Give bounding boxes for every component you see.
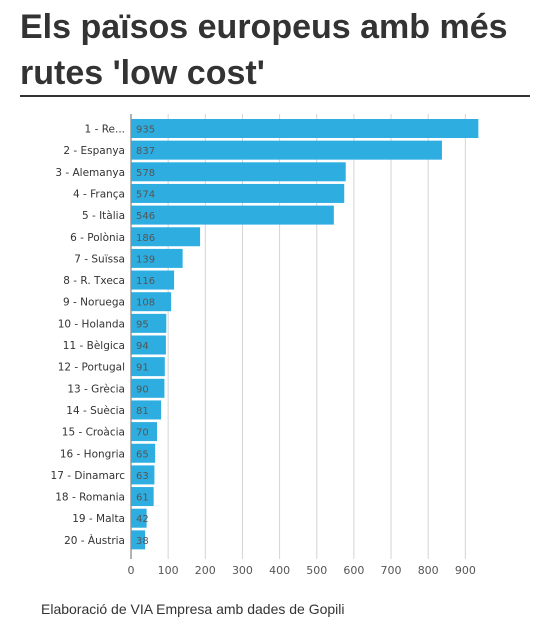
bar [131,140,442,160]
x-tick-label: 500 [306,564,327,577]
value-label: 63 [136,471,149,482]
category-label: 10 - Holanda [58,318,125,330]
category-label: 18 - Romania [55,492,125,504]
bar [131,248,183,268]
x-tick-label: 100 [158,564,179,577]
value-label: 94 [136,341,149,352]
category-label: 2 - Espanya [63,145,125,157]
bar [131,292,172,312]
value-label: 837 [136,146,155,157]
category-label: 5 - Itàlia [82,210,125,222]
category-label: 6 - Polònia [70,232,125,244]
value-label: 90 [136,384,149,395]
x-tick-label: 700 [381,564,402,577]
value-label: 139 [136,254,155,265]
x-tick-label: 0 [128,564,135,577]
category-label: 7 - Suïssa [74,253,125,265]
category-label: 14 - Suècia [66,405,125,417]
value-label: 65 [136,449,149,460]
category-label: 8 - R. Txeca [63,275,125,287]
bar [131,335,166,355]
bar-chart: 1 - Re... 2 - Espanya 3 - Alemanya 4 - Fran… [51,114,479,577]
bar [131,487,154,507]
category-labels: 1 - Re... 2 - Espanya 3 - Alemanya 4 - Fran… [51,124,126,547]
source-note: Elaboració de VIA Empresa amb dades de G… [41,601,345,617]
title-divider [20,95,530,97]
bar [131,183,345,203]
bar [131,400,162,420]
value-label: 61 [136,493,149,504]
category-label: 13 - Grècia [67,383,125,395]
value-label: 42 [136,514,149,525]
bar [131,162,346,182]
value-labels: 935 837 578 574 546 186 139 116 108 95 94 91 90 81 70 6… [136,125,155,547]
category-label: 19 - Malta [72,513,125,525]
bar [131,313,167,333]
value-label: 95 [136,319,149,330]
value-label: 186 [136,233,155,244]
bar [131,270,175,290]
category-label: 3 - Alemanya [55,167,125,179]
value-label: 108 [136,298,155,309]
bar [131,443,156,463]
value-label: 91 [136,363,149,374]
x-tick-label: 900 [455,564,476,577]
value-label: 546 [136,211,155,222]
category-label: 12 - Portugal [58,362,125,374]
chart-title: Els països europeus amb més rutes 'low c… [20,8,508,92]
x-axis-ticks: 0 100 200 300 400 500 600 700 800 900 [128,564,476,577]
category-label: 15 - Croàcia [62,427,125,439]
category-label: 16 - Hongria [60,448,125,460]
bar [131,227,201,247]
category-label: 9 - Noruega [63,297,125,309]
value-label: 70 [136,428,149,439]
category-label: 4 - França [73,188,125,200]
bar [131,357,165,377]
value-label: 574 [136,189,155,200]
bar [131,530,146,550]
category-label: 20 - Àustria [64,534,125,547]
bar [131,378,165,398]
x-tick-label: 400 [269,564,290,577]
bar [131,508,147,528]
bars [131,119,479,550]
bar [131,422,158,442]
category-label: 11 - Bèlgica [63,340,125,352]
bar [131,119,479,138]
value-label: 935 [136,125,155,136]
x-tick-label: 800 [418,564,439,577]
value-label: 116 [136,276,155,287]
bar [131,205,334,225]
value-label: 38 [136,536,149,547]
x-tick-label: 300 [232,564,253,577]
x-tick-label: 200 [195,564,216,577]
value-label: 81 [136,406,149,417]
category-label: 17 - Dinamarc [51,470,126,482]
x-tick-label: 600 [343,564,364,577]
value-label: 578 [136,168,155,179]
category-label: 1 - Re... [85,124,125,136]
bar [131,465,155,485]
